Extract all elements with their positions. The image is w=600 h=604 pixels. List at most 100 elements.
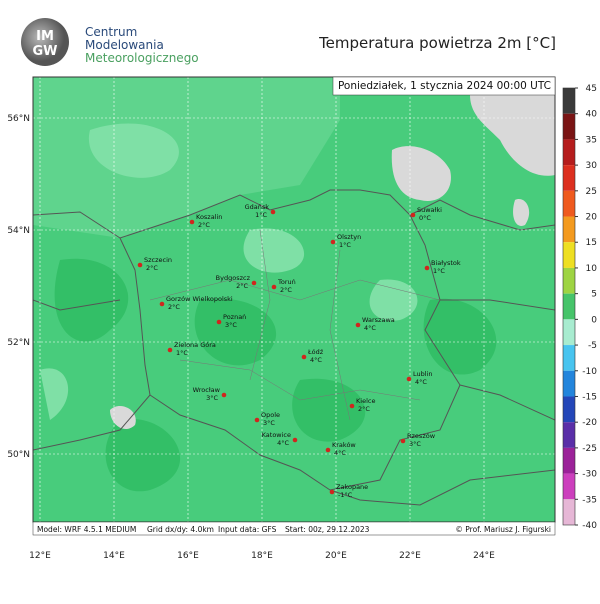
city-temp: 0°C: [419, 214, 431, 222]
city-dot: [301, 354, 307, 360]
colorbar-label: 5: [591, 290, 597, 300]
logo-text: GW: [32, 44, 57, 59]
city-dot: [424, 265, 430, 271]
colorbar-label: -15: [582, 392, 597, 402]
city-dot: [325, 447, 331, 453]
colorbar-frame: [562, 87, 576, 526]
colorbar-segment: [563, 319, 575, 346]
city-temp: 3°C: [206, 394, 218, 402]
colorbar-label: -5: [588, 341, 597, 351]
city-temp: 4°C: [310, 356, 322, 364]
footer-text: © Prof. Mariusz J. Figurski: [455, 525, 551, 534]
city-temp: 1°C: [433, 267, 445, 275]
colorbar-label: 45: [586, 84, 597, 94]
colorbar-segment: [563, 216, 575, 243]
city-temp: 2°C: [146, 264, 158, 272]
colorbar-segment: [563, 190, 575, 217]
colorbar-label: -30: [582, 470, 597, 480]
city-name: Bydgoszcz: [216, 274, 251, 282]
colorbar-segment: [563, 473, 575, 500]
colorbar-segment: [563, 267, 575, 294]
city-temp: 2°C: [236, 282, 248, 290]
city-name: Katowice: [262, 431, 291, 439]
colorbar-segment: [563, 499, 575, 525]
city-temp: 4°C: [415, 378, 427, 386]
city-temp: 2°C: [358, 405, 370, 413]
city-temp: 2°C: [168, 303, 180, 311]
lat-label: 54°N: [7, 226, 30, 236]
institute: Meteorologicznego: [85, 51, 199, 65]
city-name: Szczecin: [144, 256, 172, 264]
city-dot: [330, 239, 336, 245]
city-temp: 1°C: [339, 241, 351, 249]
city-dot: [400, 438, 406, 444]
colorbar-label: -25: [582, 444, 597, 454]
city-name: Warszawa: [362, 316, 395, 324]
city-dot: [167, 347, 173, 353]
city-name: Toruń: [277, 278, 296, 286]
city-name: Olsztyn: [337, 233, 361, 241]
city-name: Kraków: [332, 441, 356, 449]
colorbar-label: -10: [582, 367, 597, 377]
city-name: Wrocław: [193, 386, 221, 394]
city-dot: [216, 319, 222, 325]
lon-label: 24°E: [473, 551, 495, 561]
lat-label: 56°N: [7, 114, 30, 124]
city-name: Zielona Góra: [174, 341, 216, 349]
lon-label: 22°E: [399, 551, 421, 561]
date: Poniedziałek, 1 stycznia 2024 00:00 UTC: [338, 80, 551, 92]
city-dot: [406, 376, 412, 382]
city-dot: [254, 417, 260, 423]
city-name: Gdańsk: [245, 203, 270, 211]
lon-label: 20°E: [325, 551, 347, 561]
city-dot: [189, 219, 195, 225]
colorbar-label: -40: [582, 521, 597, 531]
city-name: Lublin: [413, 370, 432, 378]
city-name: Koszalin: [196, 213, 222, 221]
footer-text: Grid dx/dy: 4.0km: [147, 525, 214, 534]
city-dot: [349, 403, 355, 409]
city-name: Zakopane: [336, 483, 368, 491]
colorbar-label: 15: [586, 238, 597, 248]
lon-label: 12°E: [29, 551, 51, 561]
colorbar-segment: [563, 139, 575, 166]
lon-label: 18°E: [251, 551, 273, 561]
logo-text: IM: [36, 29, 54, 44]
colorbar-segment: [563, 422, 575, 448]
logo: [21, 18, 69, 66]
city-dot: [159, 301, 165, 307]
city-dot: [410, 212, 416, 218]
city-dot: [355, 322, 361, 328]
city-dot: [251, 280, 257, 286]
title: Temperatura powietrza 2m [°C]: [318, 34, 556, 52]
city-temp: 3°C: [225, 321, 237, 329]
colorbar-segment: [563, 242, 575, 268]
city-name: Kielce: [356, 397, 375, 405]
footer-text: Model: WRF 4.5.1 MEDIUM: [37, 525, 136, 534]
city-temp: 3°C: [409, 440, 421, 448]
footer-text: Start: 00z, 29.12.2023: [285, 525, 370, 534]
colorbar-label: 40: [586, 110, 598, 120]
lat-label: 50°N: [7, 450, 30, 460]
city-name: Suwałki: [417, 206, 442, 214]
colorbar-label: -20: [582, 418, 597, 428]
colorbar-label: 0: [591, 315, 597, 325]
colorbar-label: 30: [586, 161, 598, 171]
city-name: Rzeszów: [407, 432, 436, 440]
institute: Modelowania: [85, 38, 164, 52]
city-dot: [137, 262, 143, 268]
city-name: Poznań: [223, 313, 246, 321]
colorbar-segment: [563, 447, 575, 474]
city-temp: 1°C: [176, 349, 188, 357]
lat-label: 52°N: [7, 338, 30, 348]
map: Koszalin2°CGdańsk1°CSuwałki0°CSzczecin2°…: [33, 77, 555, 522]
colorbar-segment: [563, 370, 575, 397]
city-dot: [329, 489, 335, 495]
colorbar-segment: [563, 165, 575, 191]
city-temp: 4°C: [364, 324, 376, 332]
colorbar-label: 20: [586, 213, 598, 223]
colorbar-segment: [563, 345, 575, 371]
institute: Centrum: [85, 25, 137, 39]
city-temp: 3°C: [263, 419, 275, 427]
